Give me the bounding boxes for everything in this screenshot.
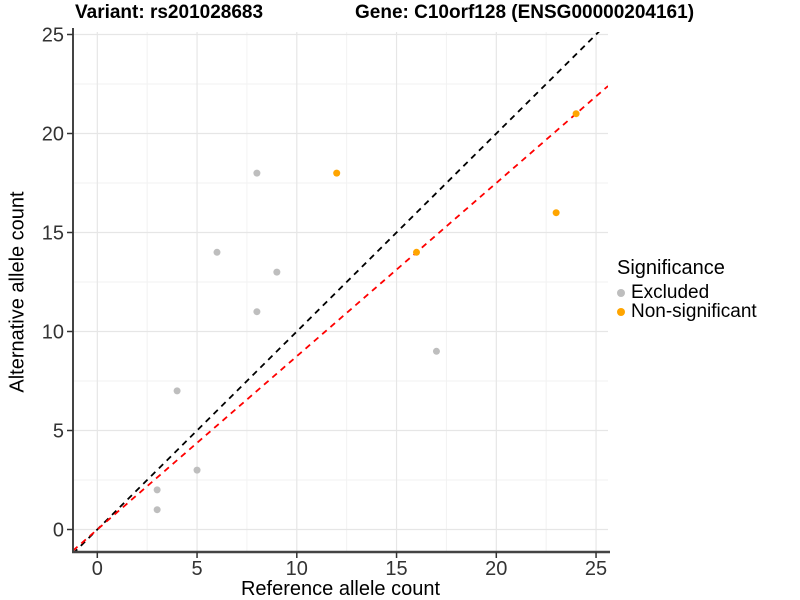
ratio-line bbox=[73, 85, 608, 552]
plot-title-gene: Gene: C10orf128 (ENSG00000204161) bbox=[355, 2, 695, 23]
data-point bbox=[432, 347, 440, 355]
data-point bbox=[153, 506, 161, 514]
non-significant-dot-icon bbox=[617, 307, 625, 316]
axis-ticks: 0 5 10 15 20 25 0 5 10 15 20 25 bbox=[42, 25, 607, 581]
y-tick-label: 0 bbox=[53, 520, 64, 542]
y-tick-label: 15 bbox=[42, 223, 64, 245]
y-axis-title: Alternative allele count bbox=[6, 191, 29, 393]
data-point bbox=[253, 308, 261, 316]
data-point bbox=[333, 169, 341, 177]
legend-item-label: Non-significant bbox=[631, 300, 757, 322]
data-point bbox=[213, 248, 221, 256]
axis-lines bbox=[72, 28, 610, 554]
data-point bbox=[572, 110, 580, 118]
x-axis-title: Reference allele count bbox=[240, 578, 440, 600]
grid-minor bbox=[73, 32, 608, 552]
legend-item-non-significant: Non-significant bbox=[617, 300, 757, 322]
points-non-significant bbox=[333, 110, 580, 256]
identity-line bbox=[73, 32, 600, 552]
points-excluded bbox=[153, 169, 440, 514]
plot-title-variant: Variant: rs201028683 bbox=[75, 2, 264, 23]
excluded-dot-icon bbox=[617, 288, 625, 297]
legend: Significance Excluded Non-significant bbox=[617, 257, 757, 322]
data-point bbox=[413, 248, 420, 256]
legend-item-excluded: Excluded bbox=[617, 281, 757, 303]
data-point bbox=[193, 466, 201, 474]
y-tick-label: 10 bbox=[42, 322, 64, 344]
legend-title: Significance bbox=[617, 257, 725, 279]
data-point bbox=[153, 486, 161, 494]
grid-major bbox=[73, 32, 608, 552]
data-point bbox=[273, 268, 281, 276]
x-tick-label: 20 bbox=[485, 558, 507, 580]
data-point bbox=[552, 209, 560, 217]
x-tick-label: 0 bbox=[92, 558, 103, 580]
legend-item-label: Excluded bbox=[631, 281, 710, 303]
y-tick-label: 25 bbox=[42, 25, 64, 47]
data-point bbox=[173, 387, 181, 395]
x-tick-label: 15 bbox=[385, 558, 407, 580]
y-tick-label: 5 bbox=[53, 421, 64, 443]
x-tick-label: 25 bbox=[585, 558, 607, 580]
y-tick-label: 20 bbox=[42, 124, 64, 146]
reference-lines bbox=[73, 32, 608, 552]
x-tick-label: 10 bbox=[286, 558, 308, 580]
x-tick-label: 5 bbox=[191, 558, 202, 580]
data-point bbox=[253, 169, 261, 177]
